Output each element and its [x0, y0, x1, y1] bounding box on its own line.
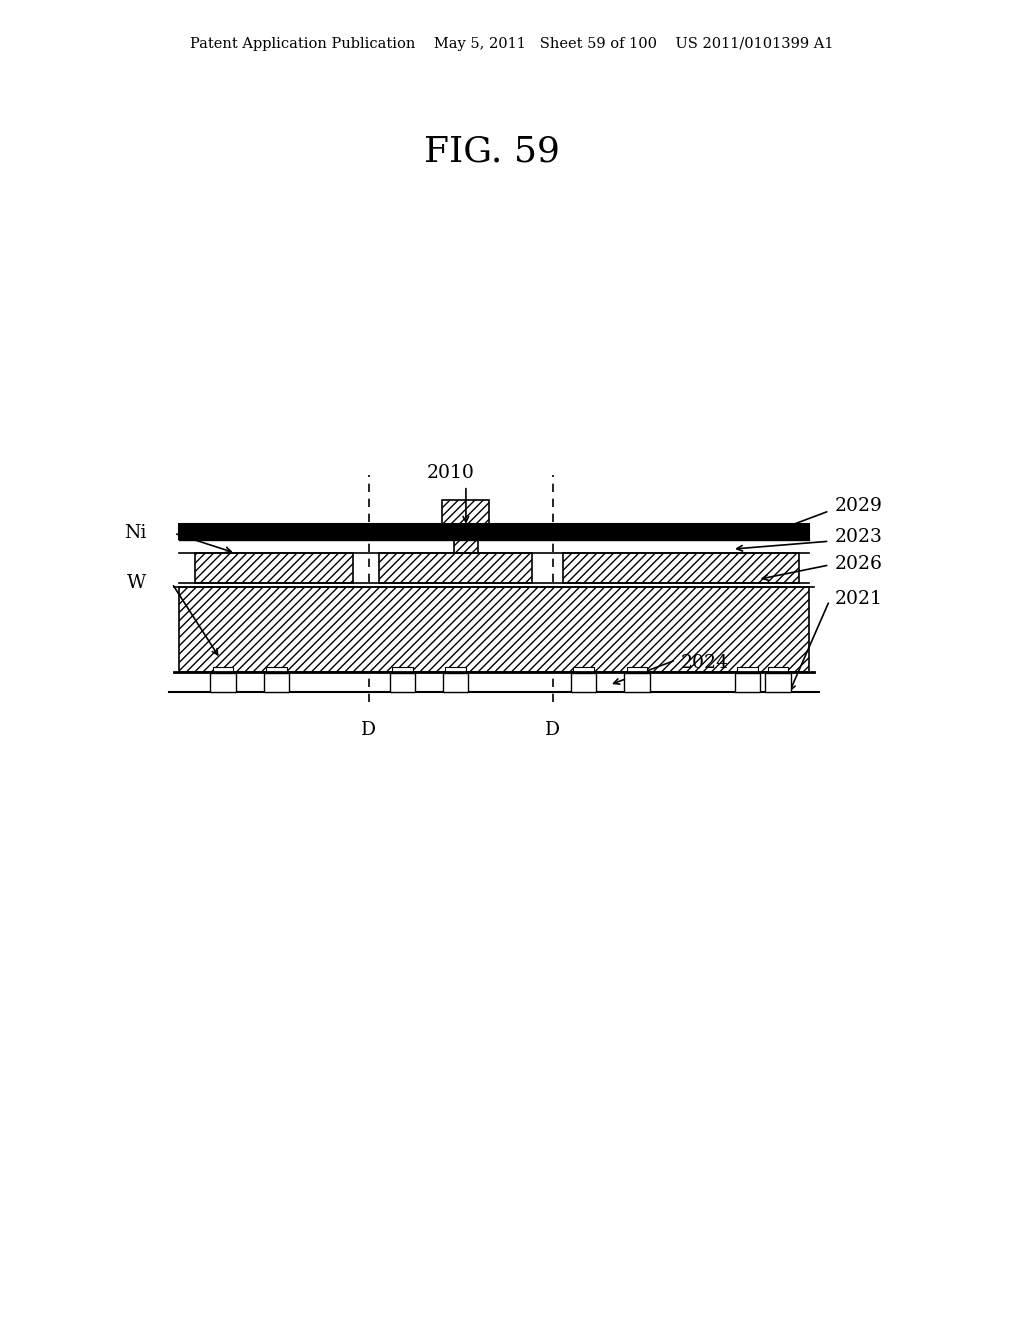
Bar	[625, 673, 650, 692]
Bar	[264, 673, 290, 692]
Text: D: D	[546, 721, 560, 739]
Bar	[766, 673, 792, 692]
Bar	[392, 667, 413, 672]
Bar	[179, 524, 809, 539]
Bar	[389, 673, 416, 692]
Text: FIG. 59: FIG. 59	[424, 135, 559, 169]
Bar	[627, 667, 647, 672]
Text: 2026: 2026	[835, 554, 883, 573]
Bar	[179, 587, 809, 672]
Bar	[571, 673, 596, 692]
Bar	[768, 667, 788, 672]
Bar	[266, 667, 287, 672]
Bar	[442, 673, 469, 692]
Bar	[737, 667, 758, 672]
Text: 2029: 2029	[835, 496, 883, 515]
Bar	[213, 667, 233, 672]
Bar	[211, 673, 236, 692]
Bar	[573, 667, 594, 672]
Text: Patent Application Publication    May 5, 2011   Sheet 59 of 100    US 2011/01013: Patent Application Publication May 5, 20…	[190, 37, 834, 50]
Text: D: D	[361, 721, 376, 739]
Text: 2024: 2024	[681, 653, 729, 672]
Bar	[735, 673, 760, 692]
Bar	[445, 667, 466, 672]
Bar	[195, 553, 353, 583]
Text: 2010: 2010	[427, 463, 474, 482]
Bar	[442, 500, 489, 524]
Bar	[563, 553, 799, 583]
Text: W: W	[127, 574, 146, 593]
Text: 2023: 2023	[835, 528, 883, 546]
Bar	[379, 553, 532, 583]
Bar	[454, 524, 478, 553]
Text: Ni: Ni	[124, 524, 146, 543]
Text: 2021: 2021	[835, 590, 883, 609]
